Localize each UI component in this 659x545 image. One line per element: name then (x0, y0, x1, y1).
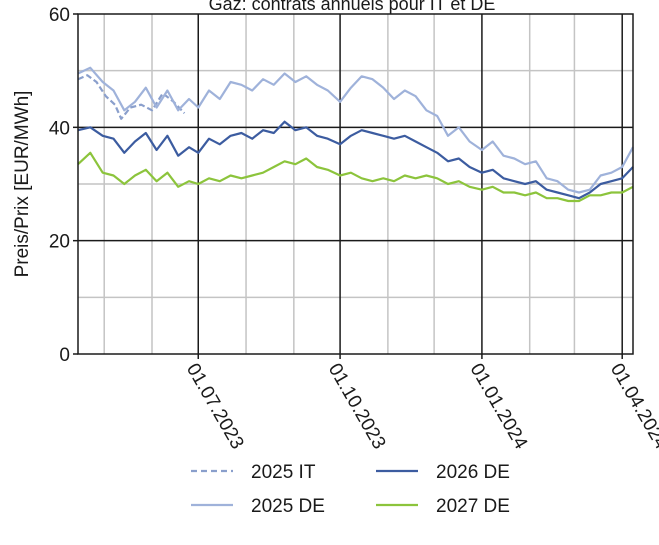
series-line-2025-de (77, 66, 634, 194)
series-line-2025-it (77, 74, 186, 120)
legend-label: 2025 IT (251, 462, 316, 483)
y-tick-label: 0 (59, 345, 70, 366)
plot-area-frame (77, 13, 634, 355)
legend: 2025 IT 2025 DE 2026 DE 2027 DE (191, 462, 510, 517)
series-lines (77, 66, 634, 203)
y-axis-ticks: 0 20 40 60 (49, 5, 78, 366)
x-tick-label: 01.07.2023 (182, 360, 248, 453)
legend-label: 2025 DE (251, 496, 325, 517)
minor-gridlines (78, 14, 633, 354)
y-tick-label: 60 (49, 5, 70, 26)
x-tick-label: 01.01.2024 (466, 360, 532, 453)
series-line-2026-de (77, 120, 634, 200)
legend-label: 2027 DE (436, 496, 510, 517)
legend-label: 2026 DE (436, 462, 510, 483)
series-line-2027-de (77, 151, 634, 203)
x-axis-ticks: 01.07.2023 01.10.2023 01.01.2024 01.04.2024 (182, 354, 659, 453)
y-tick-label: 20 (49, 232, 70, 253)
x-tick-label: 01.10.2023 (324, 360, 390, 453)
x-tick-label: 01.04.2024 (606, 360, 659, 453)
chart-title: Gaz: contrats annuels pour IT et DE (209, 0, 496, 14)
y-tick-label: 40 (49, 118, 70, 139)
y-axis-label: Preis/Prix [EUR/MWh] (12, 91, 33, 278)
